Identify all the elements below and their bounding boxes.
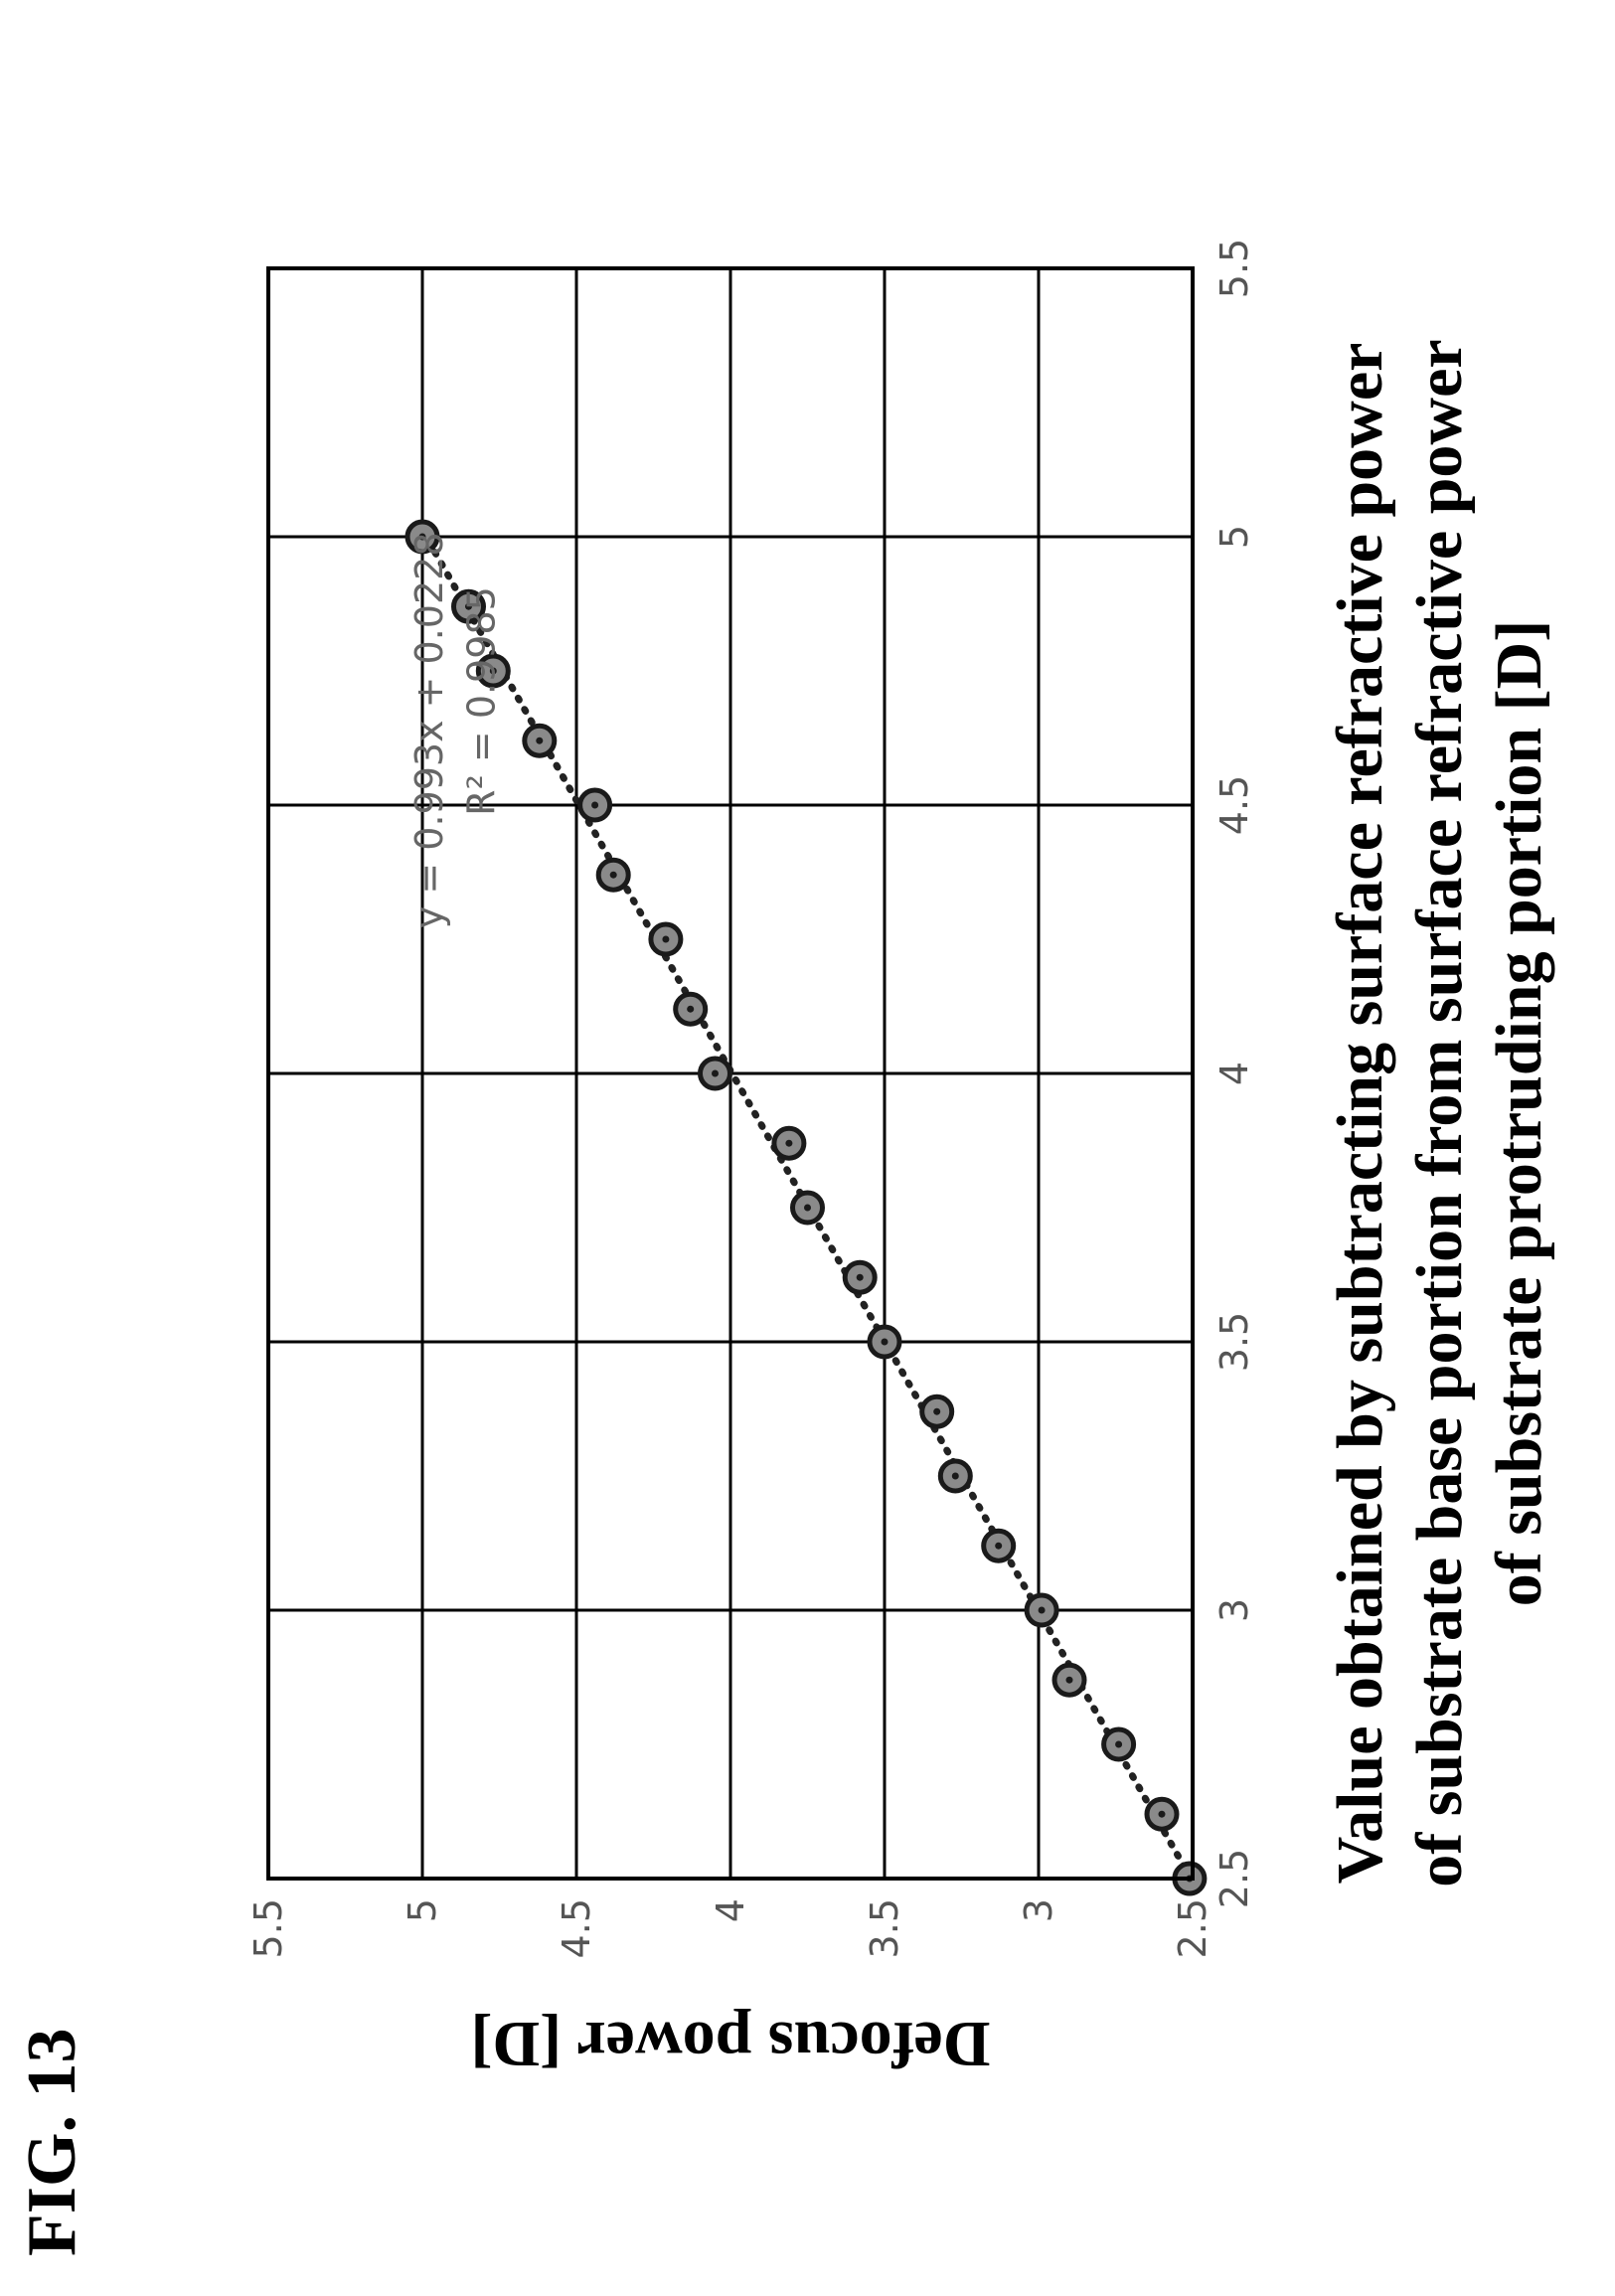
data-point-center — [489, 667, 497, 675]
y-tick-label: 5 — [401, 1898, 444, 1922]
y-tick-label: 4 — [709, 1898, 752, 1922]
data-point-center — [1065, 1676, 1073, 1684]
data-point-center — [1115, 1740, 1123, 1748]
data-point-center — [785, 1139, 793, 1147]
x-axis-title-line-2: of substrate base portion from surface r… — [1403, 339, 1476, 1886]
y-tick-labels: 2.5 3 3.5 4 4.5 5 5.5 — [246, 1898, 1214, 1958]
data-point — [595, 857, 631, 893]
data-point-center — [687, 1005, 695, 1013]
x-axis-title: Value obtained by subtracting surface re… — [1324, 339, 1555, 1886]
data-point-center — [856, 1273, 864, 1281]
y-tick-label: 2.5 — [1171, 1898, 1214, 1958]
plot-frame — [266, 266, 1195, 1881]
x-tick-label: 2.5 — [1212, 1849, 1256, 1908]
data-point — [1144, 1796, 1180, 1832]
data-point-center — [1158, 1810, 1166, 1818]
data-point-center — [1038, 1606, 1046, 1614]
data-point — [937, 1458, 973, 1494]
x-tick-label: 3.5 — [1212, 1312, 1256, 1372]
x-tick-label: 5 — [1212, 525, 1256, 549]
rotated-figure: FIG. 13 2.533.544.555.5 2.533.544.555.5 … — [14, 239, 1555, 2256]
data-point-center — [881, 1338, 888, 1346]
data-point-center — [418, 533, 426, 541]
data-point — [522, 723, 558, 758]
data-point-center — [712, 1069, 719, 1077]
data-point — [577, 787, 613, 823]
x-tick-label: 3 — [1212, 1598, 1256, 1622]
data-point — [1024, 1592, 1059, 1628]
x-axis-title-line-1: Value obtained by subtracting surface re… — [1324, 343, 1396, 1885]
data-point-center — [951, 1472, 959, 1480]
data-point-center — [995, 1542, 1003, 1550]
data-point — [673, 991, 709, 1027]
data-point-center — [465, 602, 472, 610]
data-points — [404, 519, 1208, 1896]
data-point — [1051, 1662, 1087, 1698]
data-point-center — [536, 737, 544, 744]
data-point — [648, 921, 684, 957]
y-tick-label: 3 — [1017, 1898, 1060, 1922]
data-point-center — [804, 1204, 811, 1212]
data-point — [919, 1394, 955, 1429]
y-axis-title: Defocus power [D] — [470, 2008, 990, 2080]
data-point-center — [609, 871, 617, 879]
data-point — [842, 1259, 878, 1295]
data-point-center — [662, 935, 670, 943]
data-point — [475, 653, 511, 689]
x-tick-label: 5.5 — [1212, 239, 1256, 298]
data-point — [1101, 1726, 1137, 1762]
trendline-r-squared: R² = 0.9985 — [460, 586, 504, 816]
data-point — [790, 1190, 825, 1226]
data-point — [698, 1056, 732, 1091]
data-point — [771, 1125, 807, 1161]
data-point-center — [933, 1407, 941, 1415]
x-axis-title-line-3: of substrate protruding portion [D] — [1483, 620, 1555, 1606]
trendline-equation: y = 0.993x + 0.0228 — [407, 532, 451, 928]
data-point — [451, 588, 486, 624]
x-tick-label: 4.5 — [1212, 775, 1256, 835]
y-tick-label: 4.5 — [555, 1898, 598, 1958]
y-tick-label: 3.5 — [863, 1898, 906, 1958]
data-point — [404, 519, 440, 555]
y-tick-label: 5.5 — [246, 1898, 290, 1958]
data-point-center — [591, 801, 599, 809]
x-tick-label: 4 — [1212, 1062, 1256, 1085]
figure-label: FIG. 13 — [14, 2029, 90, 2256]
data-point — [981, 1528, 1017, 1563]
data-point — [867, 1324, 902, 1360]
x-tick-labels: 2.5 3 3.5 4 4.5 5 5.5 — [1212, 239, 1256, 1908]
